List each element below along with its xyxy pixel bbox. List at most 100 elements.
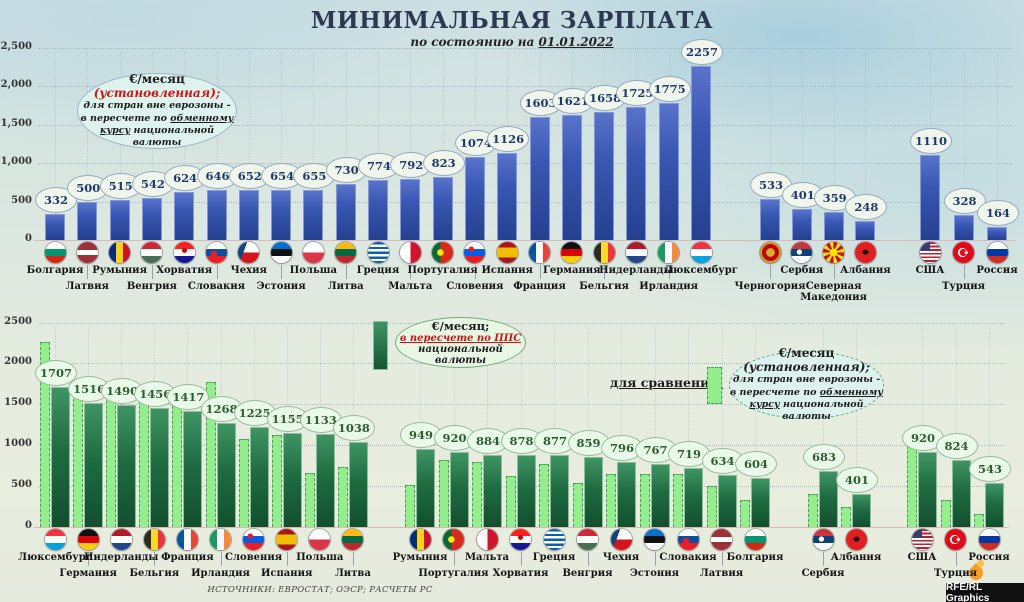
vertical-gridline xyxy=(345,52,347,240)
compare-line3-underline: обменному xyxy=(819,386,883,398)
flag-connector xyxy=(453,552,455,566)
flag-france-icon xyxy=(529,242,550,263)
flag-malta-icon xyxy=(476,529,498,550)
vertical-gridline xyxy=(587,326,589,527)
value-bubble-turkey: 328 xyxy=(943,187,986,214)
flag-connector xyxy=(770,265,771,279)
bar-established-north-macedonia xyxy=(823,212,844,240)
vertical-gridline xyxy=(378,52,379,240)
value-bubble-luxembourg: 2257 xyxy=(681,39,723,66)
flag-france-icon xyxy=(176,529,198,550)
legend-line3-text: в пересчете по xyxy=(80,112,171,124)
flag-ireland-icon xyxy=(658,242,680,263)
country-label-france: Франция xyxy=(513,281,566,292)
flag-connector xyxy=(604,265,606,279)
vertical-gridline xyxy=(989,326,990,527)
legend-pps-currency: €/месяц; xyxy=(431,319,490,333)
flag-estonia-icon xyxy=(644,529,665,550)
y-tick-label: 2500 xyxy=(4,315,32,327)
vertical-gridline xyxy=(248,52,250,240)
value-bubble-serbia: 683 xyxy=(803,444,845,471)
value-bubble-usa: 1110 xyxy=(910,127,952,154)
flag-portugal-icon xyxy=(432,242,454,263)
bar-established-lithuania xyxy=(335,183,356,240)
flag-slovakia-icon xyxy=(677,529,699,550)
vertical-gridline xyxy=(955,326,957,527)
legend-line4-underline: курсу xyxy=(100,125,131,136)
y-tick-label: 2000 xyxy=(4,356,32,368)
flag-slovenia-icon xyxy=(464,242,486,263)
bar-established-bulgaria xyxy=(45,214,65,240)
bar-pps-turkey xyxy=(951,459,971,527)
bar-established-croatia xyxy=(174,191,195,240)
flag-north-macedonia-icon xyxy=(823,242,845,263)
bar-compare-spain xyxy=(271,434,282,527)
vertical-gridline xyxy=(688,326,689,527)
gridline-2,500 xyxy=(38,47,1012,49)
vertical-gridline xyxy=(216,52,218,240)
y-tick-label: 1500 xyxy=(4,397,32,409)
gridline-1,000 xyxy=(38,163,1012,164)
bar-compare-portugal xyxy=(438,459,449,527)
bar-pps-germany xyxy=(84,402,104,527)
country-label-romania: Румыния xyxy=(392,552,448,563)
bar-compare-netherlands xyxy=(106,385,117,527)
flag-russia-icon xyxy=(986,242,1008,263)
bar-established-slovenia xyxy=(464,157,485,240)
bar-established-portugal xyxy=(432,176,453,240)
country-label-romania: Румыния xyxy=(92,265,147,276)
flag-bulgaria-icon xyxy=(44,242,66,263)
legend-established-line2: для стран вне еврозоны - xyxy=(83,100,231,112)
bar-established-belgium xyxy=(594,112,615,240)
value-bubble-turkey: 824 xyxy=(935,432,978,459)
flag-connector xyxy=(587,552,589,566)
bar-established-slovakia xyxy=(206,190,227,240)
flag-latvia-icon xyxy=(711,529,732,550)
vertical-gridline xyxy=(281,52,283,240)
bar-compare-romania xyxy=(405,484,415,527)
legend-line4-text: национальной валюты xyxy=(130,125,214,149)
vertical-gridline xyxy=(654,326,656,527)
country-label-lithuania: Литва xyxy=(334,568,371,579)
bar-established-netherlands xyxy=(626,107,647,240)
flag-connector xyxy=(345,265,347,279)
compare-bar-swatch xyxy=(707,367,722,404)
legend-compare-line4: курсу национальной валюты xyxy=(730,399,883,424)
country-label-poland: Польша xyxy=(289,265,337,276)
vertical-gridline xyxy=(313,52,315,240)
bar-pps-slovakia xyxy=(684,468,703,527)
subtitle-date: 01.01.2022 xyxy=(538,35,614,49)
compare-qualifier-label: (установленная); xyxy=(743,360,870,375)
bar-pps-portugal xyxy=(449,451,469,527)
country-label-lithuania: Литва xyxy=(327,281,364,292)
vertical-gridline xyxy=(621,326,622,527)
gridline-1,500 xyxy=(38,124,1012,126)
x-axis-line xyxy=(34,240,1016,241)
country-label-bulgaria: Болгария xyxy=(26,265,84,276)
value-bubble-poland: 655 xyxy=(293,162,336,189)
country-label-slovenia: Словения xyxy=(225,552,283,563)
flag-connector xyxy=(88,552,90,566)
bar-compare-slovenia xyxy=(238,439,249,527)
country-label-greece: Греция xyxy=(532,552,576,563)
country-label-serbia: Сербия xyxy=(801,568,845,579)
flag-romania-icon xyxy=(409,529,431,550)
vertical-gridline xyxy=(823,326,824,527)
country-label-luxembourg: Люксембург xyxy=(18,552,92,563)
subtitle-text: по состоянию на xyxy=(410,35,539,49)
bar-compare-germany xyxy=(73,394,84,527)
vertical-gridline xyxy=(721,326,723,527)
country-label-latvia: Латвия xyxy=(65,281,109,292)
flag-latvia-icon xyxy=(76,242,98,263)
flag-hungary-icon xyxy=(141,242,163,263)
